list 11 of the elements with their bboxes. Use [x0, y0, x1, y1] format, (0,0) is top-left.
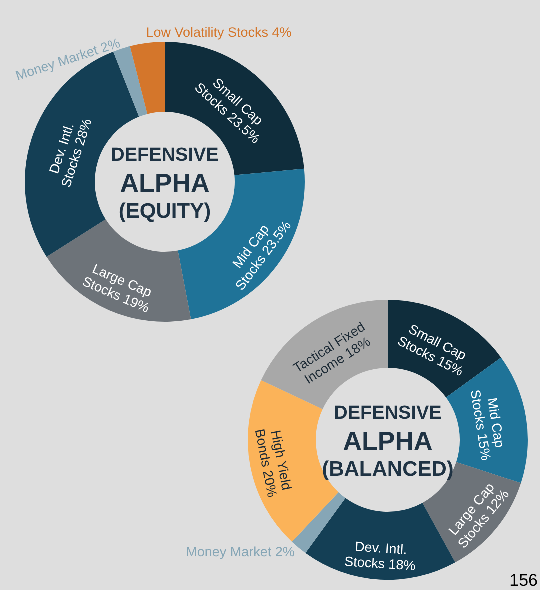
- slice-label: Dev. Intl. Stocks 28%: [46, 117, 95, 190]
- text: DEFENSIVE ALPHA (BALANCED): [322, 403, 454, 481]
- text: 156: [510, 571, 538, 590]
- donut-slice: [130, 42, 165, 114]
- slice-label: Money Market 2%: [186, 544, 295, 560]
- slice-label: Money Market 2%: [14, 36, 122, 84]
- slice-label: Low Volatility Stocks 4%: [146, 25, 292, 40]
- slice-label: High Yield Bonds 20%: [252, 428, 294, 499]
- slice-label: Mid Cap Stocks 15%: [468, 388, 508, 462]
- slice-label: Dev. Intl. Stocks 18%: [344, 539, 416, 574]
- text: DEFENSIVE ALPHA (EQUITY): [111, 145, 219, 223]
